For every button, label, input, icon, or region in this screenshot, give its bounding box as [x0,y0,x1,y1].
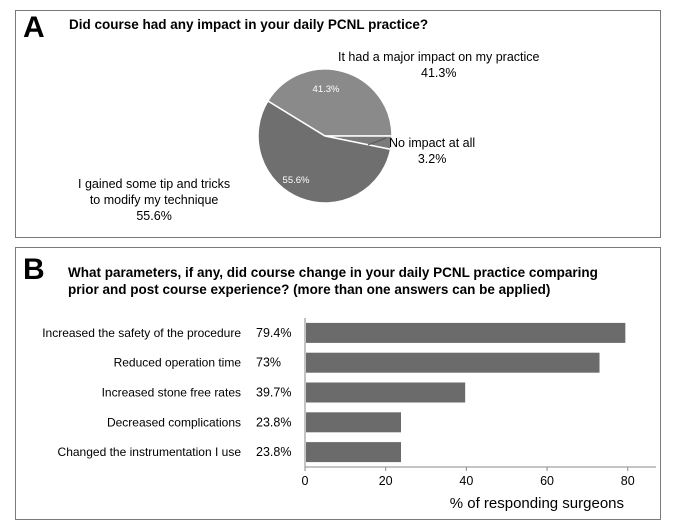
panel-b: B What parameters, if any, did course ch… [15,247,661,520]
pie-label-major-pct: 41.3% [421,66,457,80]
pie-leader-line [367,137,387,146]
bar [306,412,402,433]
pie-label-tips-line1: I gained some tip and tricks [78,177,231,191]
panel-letter-a: A [23,11,45,44]
panel-a: A Did course had any impact in your dail… [15,10,661,238]
pie-label-major: It had a major impact on my practice 41.… [338,49,539,81]
bar-value-label: 23.8% [256,445,291,459]
x-tick-label: 80 [621,474,635,488]
bar-category-label: Increased stone free rates [102,386,241,400]
bar-category-label: Decreased complications [107,415,241,429]
pie-label-tips-line2: to modify my technique [89,193,219,207]
pie-inner-label-major: 41.3% [313,84,340,95]
bar-value-label: 39.7% [256,386,291,400]
bar [306,352,600,373]
pie-label-tips: I gained some tip and tricks to modify m… [78,176,230,224]
bar-category-label: Reduced operation time [114,356,242,370]
pie-label-tips-pct: 55.6% [136,209,172,223]
bar [306,442,402,463]
x-tick-label: 40 [459,474,473,488]
x-tick-label: 60 [540,474,554,488]
pie-label-major-text: It had a major impact on my practice [338,50,540,64]
pie-label-none-pct: 3.2% [417,152,447,166]
bar [306,322,626,343]
panel-letter-b: B [23,253,45,286]
pie-chart: 41.3% 55.6% [257,68,393,204]
bar-chart: Increased the safety of the procedure 79.… [42,318,656,512]
panel-a-title: Did course had any impact in your daily … [69,17,429,32]
bar-category-label: Changed the instrumentation I use [58,445,242,459]
pie-slice-tips-and-tricks [257,99,392,204]
bar-value-label: 73% [256,356,281,370]
panel-b-title-line2: prior and post course experience? (more … [68,282,551,297]
x-axis-title: % of responding surgeons [450,495,624,512]
panel-b-title-line1: What parameters, if any, did course chan… [68,265,598,280]
pie-inner-label-tips: 55.6% [283,175,310,186]
bar [306,382,466,403]
x-tick-label: 20 [379,474,393,488]
bar-value-label: 23.8% [256,415,291,429]
bar-category-label: Increased the safety of the procedure [42,326,241,340]
pie-label-none: No impact at all 3.2% [389,135,475,167]
pie-label-none-text: No impact at all [389,136,476,150]
x-tick-label: 0 [302,474,309,488]
bar-value-label: 79.4% [256,326,291,340]
